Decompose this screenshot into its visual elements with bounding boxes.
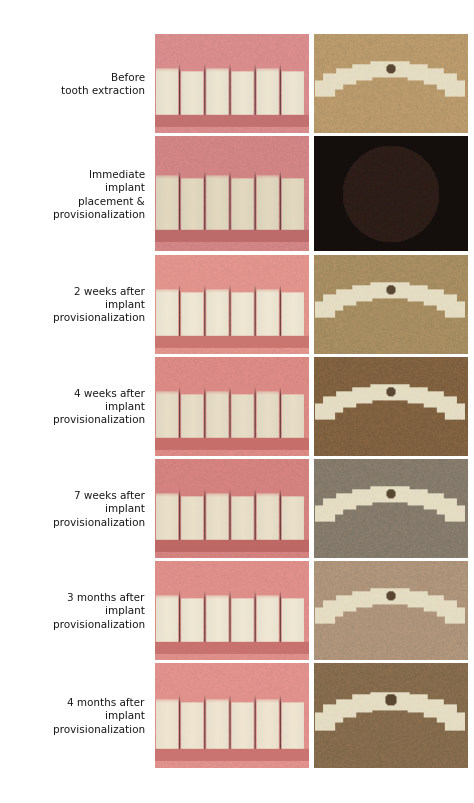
Text: 4 weeks after
implant
provisionalization: 4 weeks after implant provisionalization — [53, 389, 145, 425]
Text: 2 weeks after
implant
provisionalization: 2 weeks after implant provisionalization — [53, 287, 145, 323]
Text: 3 months after
implant
provisionalization: 3 months after implant provisionalizatio… — [53, 593, 145, 629]
Text: Immediate
implant
placement &
provisionalization: Immediate implant placement & provisiona… — [53, 170, 145, 219]
Text: 7 weeks after
implant
provisionalization: 7 weeks after implant provisionalization — [53, 491, 145, 527]
Text: 4 months after
implant
provisionalization: 4 months after implant provisionalizatio… — [53, 697, 145, 734]
Text: Before
tooth extraction: Before tooth extraction — [61, 73, 145, 96]
